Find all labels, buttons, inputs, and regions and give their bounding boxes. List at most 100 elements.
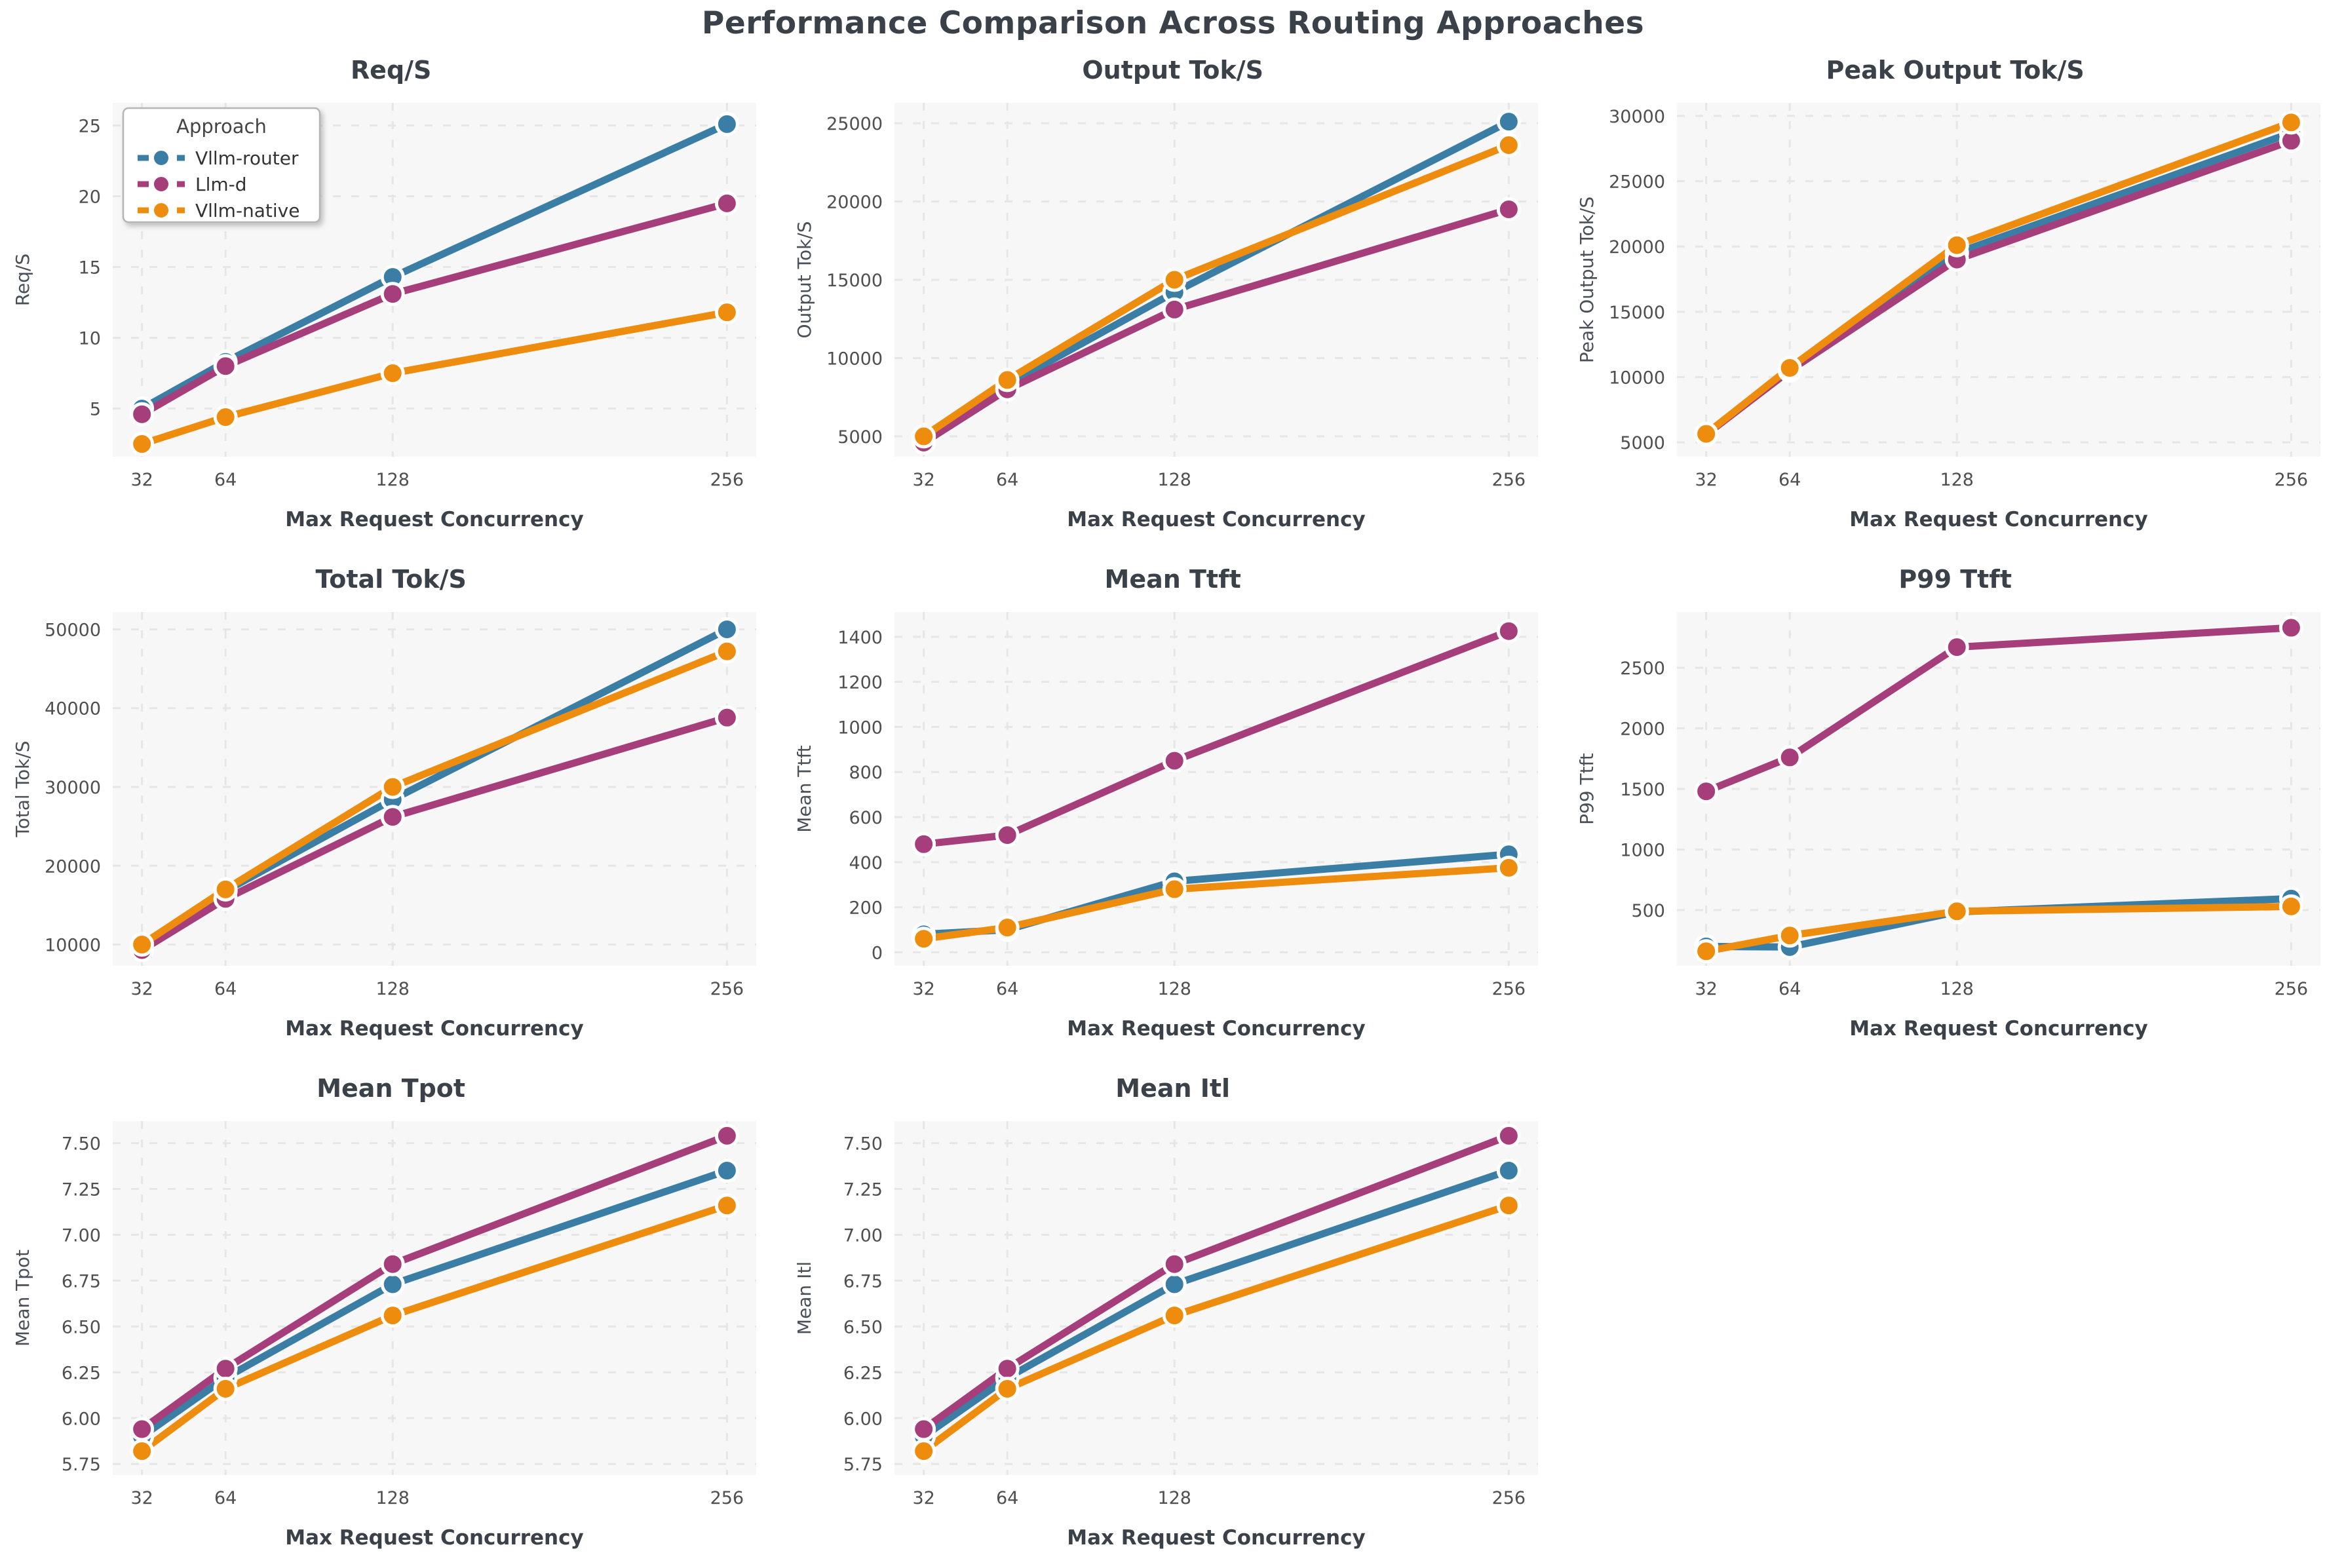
y-tick-label: 0 <box>872 943 883 963</box>
x-tick-label: 64 <box>214 979 237 999</box>
y-tick-label: 6.25 <box>62 1363 101 1383</box>
series-marker-vllm-router <box>1497 1158 1522 1183</box>
series-marker-vllm-native <box>995 368 1020 392</box>
y-tick-label: 10000 <box>826 349 883 369</box>
subplot-output-tok-s: Output Tok/S 5000 10000 15000 20000 25000 32 64… <box>794 56 1539 531</box>
x-tick-label: 32 <box>913 979 935 999</box>
subplot-mean-itl: Mean Itl 5.75 6.00 6.25 6.50 6.75 7.00 7.25 7.50… <box>794 1074 1539 1550</box>
x-axis-label: Max Request Concurrency <box>1849 508 2147 531</box>
series-marker-llm-d <box>1497 1123 1522 1148</box>
series-marker-llm-d <box>912 1417 936 1442</box>
series-line-vllm-native <box>138 647 731 948</box>
series-marker-vllm-native <box>213 1376 238 1401</box>
series-marker-vllm-router <box>714 617 739 641</box>
y-tick-label: 400 <box>849 853 883 873</box>
series-marker-vllm-router <box>1497 109 1522 134</box>
y-tick-label: 20000 <box>45 856 101 877</box>
x-tick-label: 32 <box>130 1488 153 1508</box>
y-tick-label: 500 <box>1631 901 1665 921</box>
series-line-vllm-native <box>920 142 1513 440</box>
y-tick-label: 25000 <box>826 114 883 134</box>
series-marker-vllm-native <box>995 1376 1020 1401</box>
series-marker-llm-d <box>995 823 1020 848</box>
series-marker-vllm-native <box>1944 899 1969 924</box>
y-tick-label: 600 <box>849 808 883 828</box>
x-tick-label: 256 <box>1492 979 1526 999</box>
series-marker-vllm-native <box>380 361 405 386</box>
x-tick-label: 64 <box>996 979 1018 999</box>
series-marker-llm-d <box>1163 748 1187 773</box>
y-tick-label: 1200 <box>838 673 883 693</box>
y-tick-label: 30000 <box>45 778 101 798</box>
gridlines <box>112 612 756 966</box>
y-tick-label: 6.25 <box>843 1363 883 1383</box>
y-tick-label: 1400 <box>838 628 883 648</box>
x-tick-label: 128 <box>1158 979 1192 999</box>
y-axis-label: Peak Output Tok/S <box>1576 197 1598 363</box>
legend-entry-label: Llm-d <box>195 174 247 195</box>
y-tick-label: 7.25 <box>843 1180 883 1200</box>
subplot-title: Peak Output Tok/S <box>1826 56 2084 85</box>
y-tick-label: 20000 <box>826 193 883 213</box>
y-tick-label: 5.75 <box>843 1455 883 1475</box>
y-tick-label: 5 <box>90 400 101 420</box>
x-tick-label: 32 <box>1695 979 1717 999</box>
gridlines <box>894 1121 1539 1475</box>
x-tick-label: 128 <box>375 470 410 490</box>
series-marker-vllm-native <box>380 774 405 799</box>
series-marker-llm-d <box>1163 297 1187 322</box>
series-marker-vllm-native <box>1163 267 1187 292</box>
series-marker-vllm-native <box>1497 1193 1522 1218</box>
subplot-title: P99 Ttft <box>1898 565 2012 594</box>
series-marker-llm-d <box>380 805 405 830</box>
x-axis-label: Max Request Concurrency <box>285 508 583 531</box>
y-tick-label: 40000 <box>45 699 101 719</box>
series-marker-llm-d <box>213 354 238 379</box>
x-tick-label: 32 <box>130 470 153 490</box>
series-marker-llm-d <box>1497 619 1522 643</box>
series-marker-llm-d <box>912 832 936 856</box>
legend-entry-label: Vllm-router <box>195 147 299 169</box>
y-tick-label: 6.75 <box>62 1271 101 1291</box>
series-marker-vllm-native <box>380 1303 405 1328</box>
y-axis-label: P99 Ttft <box>1576 753 1598 825</box>
y-tick-label: 15 <box>79 258 101 278</box>
y-tick-label: 5.75 <box>62 1455 101 1475</box>
y-tick-label: 2500 <box>1620 659 1665 679</box>
series-marker-llm-d <box>1497 197 1522 221</box>
series-marker-vllm-router <box>380 1272 405 1297</box>
x-tick-label: 128 <box>1940 470 1974 490</box>
series-marker-vllm-native <box>1693 939 1718 964</box>
legend: Approach Vllm-router Llm-d Vllm-native <box>122 107 321 223</box>
series-marker-llm-d <box>380 282 405 307</box>
x-tick-label: 256 <box>2274 979 2308 999</box>
x-axis-label: Max Request Concurrency <box>1067 1017 1366 1041</box>
series-marker-vllm-native <box>912 927 936 951</box>
y-tick-label: 25000 <box>1609 172 1665 193</box>
subplot-mean-ttft: Mean Ttft 0 200 400 600 800 1000 1200 1400 32 64 12… <box>794 565 1539 1041</box>
series-line-llm-d <box>138 1132 731 1433</box>
series-line-llm-d <box>920 1132 1513 1433</box>
series-marker-vllm-native <box>714 300 739 325</box>
series-marker-llm-d <box>714 191 739 216</box>
x-tick-label: 64 <box>214 470 237 490</box>
x-tick-label: 32 <box>130 979 153 999</box>
x-tick-label: 64 <box>214 1488 237 1508</box>
series-marker-llm-d <box>380 1252 405 1276</box>
series-marker-llm-d <box>2279 615 2303 640</box>
y-tick-label: 7.50 <box>62 1134 101 1155</box>
subplot-peak-output-tok-s: Peak Output Tok/S 5000 10000 15000 20000 2500… <box>1576 56 2320 531</box>
series-line-llm-d <box>1702 624 2295 795</box>
series-line-vllm-native <box>1702 119 2295 438</box>
y-axis-label: Total Tok/S <box>12 740 33 837</box>
series-marker-vllm-native <box>1777 356 1802 381</box>
series-line-vllm-native <box>920 1202 1513 1455</box>
y-tick-label: 6.00 <box>62 1409 101 1429</box>
series-marker-vllm-native <box>1693 421 1718 446</box>
legend-title: Approach <box>176 115 267 138</box>
series-marker-vllm-native <box>213 877 238 902</box>
series-line-vllm-router <box>920 1167 1513 1440</box>
legend-marker-icon <box>151 201 171 221</box>
series-marker-vllm-native <box>2279 110 2303 135</box>
